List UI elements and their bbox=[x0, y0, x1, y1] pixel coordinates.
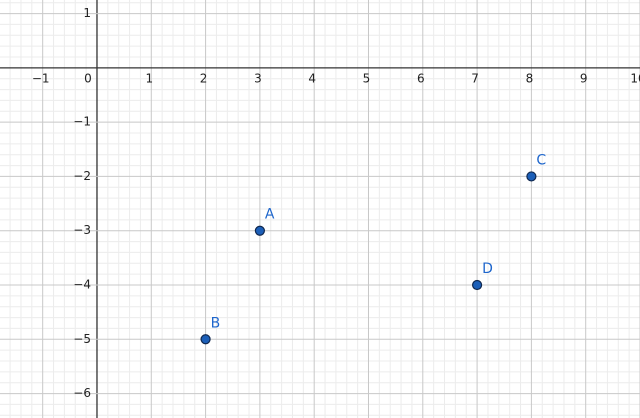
y-tick-label: 1 bbox=[83, 6, 91, 20]
point bbox=[200, 334, 211, 345]
x-tick-label: 4 bbox=[308, 71, 316, 85]
x-tick-label: 6 bbox=[417, 71, 425, 85]
point-label: D bbox=[482, 261, 493, 277]
x-tick-label: −1 bbox=[32, 71, 50, 85]
y-tick-label: −3 bbox=[73, 223, 91, 237]
point bbox=[254, 225, 265, 236]
point bbox=[471, 279, 483, 291]
y-tick-label: −5 bbox=[73, 332, 91, 346]
x-tick-label: 1 bbox=[145, 71, 153, 85]
x-tick-label: 7 bbox=[471, 71, 479, 85]
x-tick-label: 9 bbox=[580, 71, 588, 85]
y-tick-label: −6 bbox=[73, 386, 91, 400]
x-tick-label: 5 bbox=[363, 71, 371, 85]
y-tick-label: −2 bbox=[73, 169, 91, 183]
x-tick-label: 0 bbox=[84, 71, 92, 85]
x-tick-label: 10 bbox=[630, 71, 640, 85]
x-tick-label: 3 bbox=[254, 71, 262, 85]
x-tick-label: 2 bbox=[200, 71, 208, 85]
point-label: C bbox=[536, 152, 546, 168]
point-label: B bbox=[211, 315, 221, 331]
y-tick-label: −4 bbox=[73, 278, 91, 292]
point bbox=[526, 171, 537, 182]
y-tick-label: −1 bbox=[73, 115, 91, 129]
x-tick-label: 8 bbox=[526, 71, 534, 85]
point-label: A bbox=[265, 207, 275, 223]
